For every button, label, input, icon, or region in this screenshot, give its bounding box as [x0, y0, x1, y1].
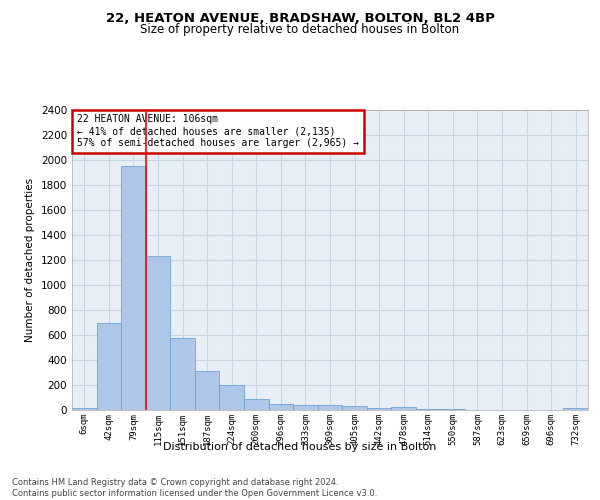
Bar [293, 405, 318, 410]
Bar [269, 404, 293, 410]
Y-axis label: Number of detached properties: Number of detached properties [25, 178, 35, 342]
Bar [195, 371, 220, 410]
Bar [220, 385, 244, 410]
Bar [146, 256, 170, 410]
Bar [391, 407, 416, 410]
Text: 22 HEATON AVENUE: 106sqm
← 41% of detached houses are smaller (2,135)
57% of sem: 22 HEATON AVENUE: 106sqm ← 41% of detach… [77, 114, 359, 148]
Text: Distribution of detached houses by size in Bolton: Distribution of detached houses by size … [163, 442, 437, 452]
Text: Contains HM Land Registry data © Crown copyright and database right 2024.
Contai: Contains HM Land Registry data © Crown c… [12, 478, 377, 498]
Bar [72, 408, 97, 410]
Bar [563, 408, 588, 410]
Bar [121, 166, 146, 410]
Bar [318, 405, 342, 410]
Bar [97, 322, 121, 410]
Text: Size of property relative to detached houses in Bolton: Size of property relative to detached ho… [140, 22, 460, 36]
Bar [170, 338, 195, 410]
Bar [367, 408, 391, 410]
Bar [244, 400, 269, 410]
Text: 22, HEATON AVENUE, BRADSHAW, BOLTON, BL2 4BP: 22, HEATON AVENUE, BRADSHAW, BOLTON, BL2… [106, 12, 494, 26]
Bar [342, 406, 367, 410]
Bar [416, 409, 440, 410]
